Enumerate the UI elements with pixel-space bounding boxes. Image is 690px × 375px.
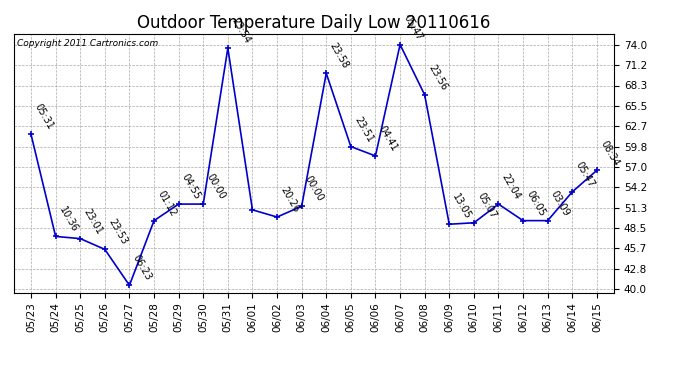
Text: 05:31: 05:31 (32, 102, 55, 132)
Text: 20:26: 20:26 (279, 185, 301, 214)
Text: 23:56: 23:56 (426, 63, 449, 92)
Text: 01:12: 01:12 (155, 189, 178, 218)
Text: 10:36: 10:36 (57, 205, 79, 234)
Text: 06:05: 06:05 (524, 189, 547, 218)
Text: 23:51: 23:51 (352, 115, 375, 144)
Text: 04:41: 04:41 (377, 124, 400, 153)
Text: 00:00: 00:00 (205, 172, 227, 201)
Text: 03:09: 03:09 (549, 189, 571, 218)
Text: 05:07: 05:07 (475, 191, 498, 220)
Text: 13:05: 13:05 (451, 192, 473, 222)
Text: 00:00: 00:00 (303, 174, 326, 204)
Text: 04:55: 04:55 (180, 172, 203, 201)
Text: 23:01: 23:01 (81, 207, 104, 236)
Text: 08:34: 08:34 (598, 138, 621, 168)
Text: 23:54: 23:54 (229, 16, 252, 45)
Text: 05:47: 05:47 (573, 160, 596, 189)
Text: 06:23: 06:23 (131, 254, 153, 282)
Text: 23:58: 23:58 (328, 41, 351, 70)
Text: Copyright 2011 Cartronics.com: Copyright 2011 Cartronics.com (17, 39, 158, 48)
Text: 22:04: 22:04 (500, 172, 522, 201)
Text: 05:47: 05:47 (402, 12, 424, 42)
Title: Outdoor Temperature Daily Low 20110616: Outdoor Temperature Daily Low 20110616 (137, 14, 491, 32)
Text: 23:53: 23:53 (106, 217, 129, 247)
